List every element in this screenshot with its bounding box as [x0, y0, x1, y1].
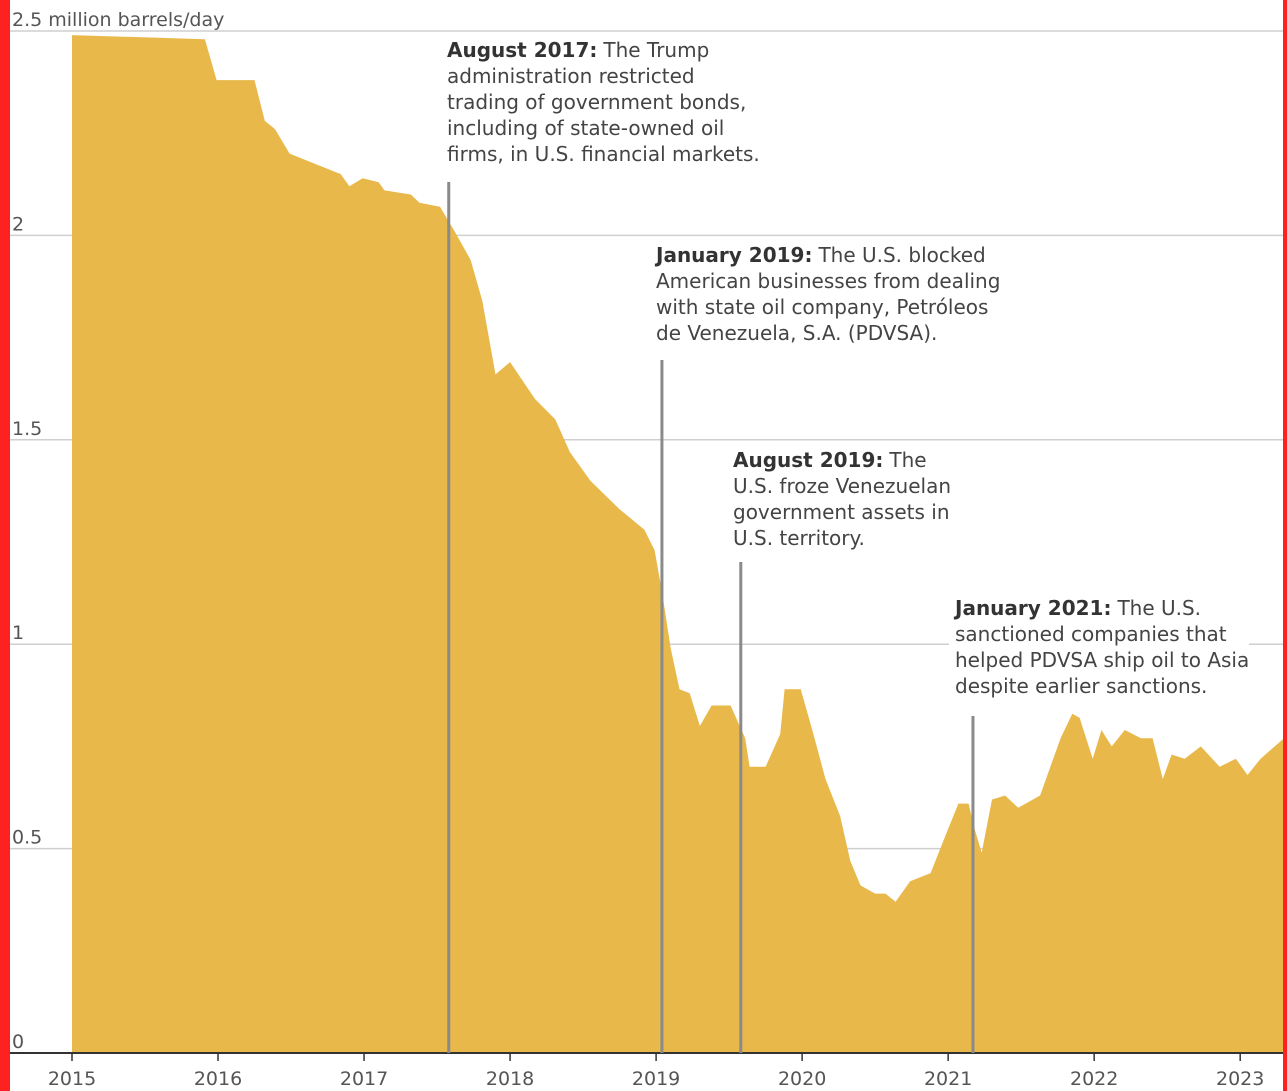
annotation-bg	[949, 593, 1249, 703]
annotation-text: including of state-owned oil	[447, 116, 724, 140]
annotation-date: August 2019:	[733, 448, 883, 472]
x-tick-label: 2017	[340, 1068, 388, 1090]
annotation-text: The Trump	[602, 38, 709, 62]
annotation-date: January 2019:	[654, 243, 812, 267]
x-tick-label: 2020	[778, 1068, 826, 1090]
annotation-date: August 2017:	[447, 38, 597, 62]
annotation-text: The U.S.	[1116, 596, 1201, 620]
annotation-text: The	[888, 448, 926, 472]
annotation-text: government assets in	[733, 500, 950, 524]
annotation-text: U.S. territory.	[733, 526, 865, 550]
annotation: August 2017: The Trump administration rest…	[447, 38, 760, 166]
annotation-text: firms, in U.S. financial markets.	[447, 142, 760, 166]
annotation-text: de Venezuela, S.A. (PDVSA).	[656, 321, 937, 345]
x-tick-label: 2015	[48, 1068, 96, 1090]
y-tick-label: 2	[12, 213, 24, 235]
y-tick-label: 0.5	[12, 827, 42, 849]
border-right	[1283, 0, 1287, 1091]
annotation-text: sanctioned companies that	[955, 622, 1227, 646]
border-left	[0, 0, 10, 1091]
annotation-text: helped PDVSA ship oil to Asia	[955, 648, 1249, 672]
x-tick-label: 2018	[486, 1068, 534, 1090]
y-tick-label: 1	[12, 622, 24, 644]
annotation-text: U.S. froze Venezuelan	[733, 474, 951, 498]
annotation: January 2021: The U.S. sanctioned companie…	[953, 596, 1249, 698]
annotation: August 2019: The U.S. froze Venezuelan gove…	[733, 448, 951, 550]
y-tick-label: 2.5 million barrels/day	[12, 9, 224, 31]
y-tick-label: 0	[12, 1031, 24, 1053]
annotation-text: despite earlier sanctions.	[955, 674, 1207, 698]
x-tick-label: 2021	[924, 1068, 972, 1090]
x-tick-label: 2022	[1070, 1068, 1118, 1090]
annotation-text: The U.S. blocked	[817, 243, 985, 267]
annotation-text: with state oil company, Petróleos	[656, 295, 988, 319]
x-tick-label: 2019	[632, 1068, 680, 1090]
x-tick-label: 2016	[194, 1068, 242, 1090]
annotation-text: trading of government bonds,	[447, 90, 746, 114]
y-tick-label: 1.5	[12, 418, 42, 440]
x-tick-label: 2023	[1216, 1068, 1264, 1090]
area	[72, 35, 1284, 1054]
annotation-text: American businesses from dealing	[656, 269, 1000, 293]
annotation: January 2019: The U.S. blocked American bu…	[654, 243, 1000, 345]
annotation-date: January 2021:	[953, 596, 1111, 620]
annotation-text: administration restricted	[447, 64, 695, 88]
